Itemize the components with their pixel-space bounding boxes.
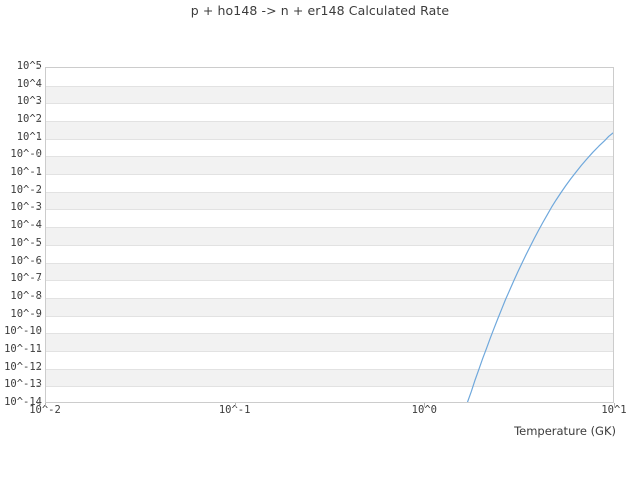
- y-axis-tick-label: 10^-11: [4, 342, 42, 355]
- y-axis-tick-mark: [37, 350, 41, 351]
- plot-area: [45, 67, 614, 403]
- gridline: [46, 86, 613, 87]
- y-axis-tick-label: 10^-5: [10, 236, 42, 249]
- y-axis-tick-mark: [37, 85, 41, 86]
- gridline: [46, 298, 613, 299]
- y-axis-tick-label: 10^-3: [10, 201, 42, 214]
- gridline: [46, 156, 613, 157]
- y-axis-tick-label: 10^-0: [10, 148, 42, 161]
- gridline: [46, 139, 613, 140]
- y-axis-tick-mark: [37, 332, 41, 333]
- y-axis-tick-label: 10^-1: [10, 166, 42, 179]
- x-axis-tick-mark: [614, 403, 615, 407]
- x-axis-tick-mark: [424, 403, 425, 407]
- y-axis-tick-mark: [37, 191, 41, 192]
- y-axis-tick-label: 10^-8: [10, 289, 42, 302]
- y-axis-tick-mark: [37, 385, 41, 386]
- gridline: [46, 245, 613, 246]
- plot-band: [46, 191, 613, 210]
- y-axis-tick-mark: [37, 120, 41, 121]
- x-axis-tick-label: 10^0: [411, 404, 437, 416]
- y-axis-tick-label: 10^5: [16, 60, 42, 72]
- gridline: [46, 333, 613, 334]
- y-axis-tick-label: 10^-4: [10, 219, 42, 232]
- y-axis-tick-labels: 10^5 10^4 10^3 10^2 10^1 10^-0 10^-1 10^-2 10^-3…: [0, 0, 42, 480]
- y-axis-tick-label: 10^-12: [4, 360, 42, 373]
- rate-curve-svg: [466, 132, 613, 402]
- plot-band: [46, 297, 613, 316]
- y-axis-tick-label: 10^-9: [10, 307, 42, 320]
- gridline: [46, 351, 613, 352]
- y-axis-tick-mark: [37, 244, 41, 245]
- plot-band: [46, 227, 613, 245]
- y-axis-tick-label: 10^-10: [4, 325, 42, 338]
- y-axis-tick-label: 10^-2: [10, 183, 42, 196]
- y-axis-tick-mark: [37, 102, 41, 103]
- y-axis-tick-mark: [37, 173, 41, 174]
- gridline: [46, 103, 613, 104]
- y-axis-tick-mark: [37, 297, 41, 298]
- y-axis-tick-label: 10^-7: [10, 272, 42, 285]
- gridline: [46, 192, 613, 193]
- y-axis-tick-label: 10^-13: [4, 378, 42, 391]
- x-axis-tick-mark: [45, 403, 46, 407]
- plot-band: [46, 156, 613, 175]
- x-axis-tick-label: 10^-1: [218, 404, 251, 416]
- y-axis-tick-mark: [37, 138, 41, 139]
- x-axis-tick-label: 10^-2: [29, 404, 61, 416]
- y-axis-tick-mark: [37, 67, 41, 68]
- gridline: [46, 263, 613, 264]
- x-axis-tick-label: 10^1: [601, 404, 627, 416]
- gridline: [46, 369, 613, 370]
- gridline: [46, 174, 613, 175]
- y-axis-tick-mark: [37, 155, 41, 156]
- gridline: [46, 227, 613, 228]
- x-axis-tick-mark: [235, 403, 236, 407]
- y-axis-tick-label: 10^2: [16, 113, 42, 126]
- calculated-rate-line: [466, 132, 613, 402]
- gridline: [46, 121, 613, 122]
- chart-title: p + ho148 -> n + er148 Calculated Rate: [190, 3, 450, 18]
- plot-band: [46, 121, 613, 139]
- y-axis-tick-label: 10^-14: [4, 396, 42, 408]
- plot-band: [46, 368, 613, 387]
- gridline: [46, 316, 613, 317]
- plot-band: [46, 85, 613, 104]
- y-axis-tick-mark: [37, 368, 41, 369]
- y-axis-tick-mark: [37, 403, 41, 404]
- y-axis-tick-mark: [37, 315, 41, 316]
- plot-band: [46, 262, 613, 281]
- x-axis-title: Temperature (GK): [514, 424, 616, 438]
- y-axis-tick-mark: [37, 279, 41, 280]
- y-axis-tick-label: 10^1: [16, 130, 42, 143]
- gridline: [46, 209, 613, 210]
- y-axis-tick-mark: [37, 226, 41, 227]
- y-axis-tick-label: 10^-6: [10, 254, 42, 267]
- y-axis-tick-label: 10^4: [16, 77, 42, 90]
- y-axis-tick-label: 10^3: [16, 95, 42, 108]
- gridline: [46, 386, 613, 387]
- plot-band: [46, 333, 613, 351]
- y-axis-tick-mark: [37, 262, 41, 263]
- y-axis-tick-mark: [37, 208, 41, 209]
- gridline: [46, 280, 613, 281]
